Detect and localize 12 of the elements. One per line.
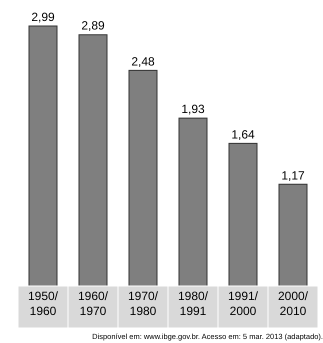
x-tick-label: 1950/ 1960: [28, 289, 59, 318]
x-tick-label: 1980/ 1991: [178, 289, 209, 318]
x-tick-label: 1991/ 2000: [228, 289, 259, 318]
data-label: 2,48: [131, 54, 155, 68]
data-label: 1,93: [181, 102, 205, 116]
data-label: 1,64: [231, 127, 255, 142]
x-tick-label: 1960/ 1970: [78, 289, 109, 318]
x-tick-label: 2000/ 2010: [278, 289, 309, 318]
data-label: 2,99: [31, 10, 55, 24]
x-tick-label: 1970/ 1980: [128, 289, 159, 318]
data-label: 2,89: [81, 18, 105, 33]
data-label: 1,17: [281, 168, 305, 182]
